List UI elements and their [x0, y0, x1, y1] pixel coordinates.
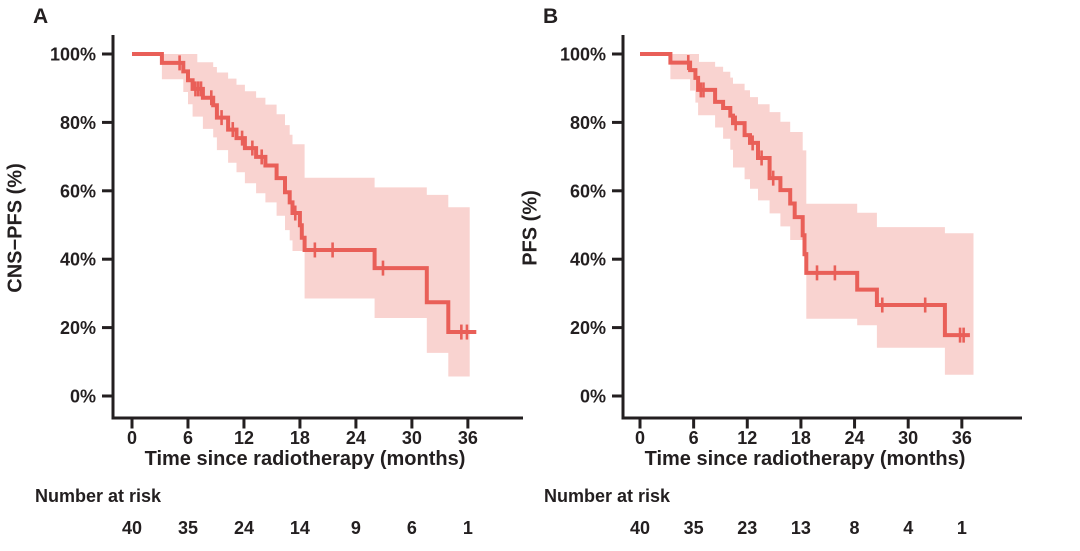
x-tick-label: 6	[183, 428, 193, 448]
panel-b-number-at-risk-label: Number at risk	[544, 486, 671, 506]
x-tick-label: 0	[127, 428, 137, 448]
risk-count: 9	[351, 518, 361, 538]
panel-b-risk-row: 40 35 23 13 8 4 1	[630, 518, 967, 538]
x-tick-label: 36	[458, 428, 478, 448]
y-tick-label: 100%	[560, 45, 606, 65]
risk-count: 40	[122, 518, 142, 538]
panel-b-confidence-band	[640, 54, 974, 375]
panel-b-y-axis-label: PFS (%)	[519, 190, 542, 266]
risk-count: 6	[407, 518, 417, 538]
risk-count: 8	[850, 518, 860, 538]
y-tick-label: 100%	[50, 45, 96, 65]
x-tick-label: 12	[234, 428, 254, 448]
y-tick-label: 20%	[60, 318, 96, 338]
y-tick-label: 60%	[570, 181, 606, 201]
risk-count: 4	[903, 518, 913, 538]
panel-a-censor-marks	[178, 55, 469, 340]
panel-a-risk-row: 40 35 24 14 9 6 1	[122, 518, 473, 538]
risk-count: 35	[684, 518, 704, 538]
risk-count: 40	[630, 518, 650, 538]
y-tick-label: 40%	[60, 250, 96, 270]
y-tick-label: 80%	[60, 113, 96, 133]
x-tick-label: 30	[402, 428, 422, 448]
risk-count: 24	[234, 518, 254, 538]
panel-a-plot: 0% 20% 40% 60% 80% 100% 0 6 12 18 24 30 36 40 35 24 14 9 6…	[50, 35, 523, 538]
panel-b-censor-marks	[686, 55, 965, 343]
x-tick-label: 30	[898, 428, 918, 448]
panel-a-y-axis-label: CNS−PFS (%)	[4, 163, 27, 293]
y-tick-label: 60%	[60, 181, 96, 201]
y-tick-label: 80%	[570, 113, 606, 133]
x-tick-label: 24	[845, 428, 865, 448]
risk-count: 35	[178, 518, 198, 538]
y-tick-label: 20%	[570, 318, 606, 338]
risk-count: 1	[463, 518, 473, 538]
panel-b-letter: B	[543, 5, 559, 28]
x-tick-label: 12	[737, 428, 757, 448]
y-tick-label: 0%	[580, 387, 606, 407]
x-tick-label: 0	[635, 428, 645, 448]
panel-a-x-axis-label: Time since radiotherapy (months)	[144, 448, 466, 470]
risk-count: 1	[957, 518, 967, 538]
risk-count: 23	[737, 518, 757, 538]
x-tick-label: 24	[346, 428, 366, 448]
risk-count: 13	[791, 518, 811, 538]
panel-b-survival-curve	[640, 52, 970, 338]
panel-b-x-axis-label: Time since radiotherapy (months)	[644, 448, 966, 470]
panel-a-letter: A	[33, 5, 49, 28]
panel-a-number-at-risk-label: Number at risk	[35, 486, 162, 506]
risk-count: 14	[290, 518, 310, 538]
y-tick-label: 0%	[70, 387, 96, 407]
x-tick-label: 6	[689, 428, 699, 448]
x-tick-label: 18	[791, 428, 811, 448]
x-tick-label: 36	[952, 428, 972, 448]
x-tick-label: 18	[290, 428, 310, 448]
y-tick-label: 40%	[570, 250, 606, 270]
